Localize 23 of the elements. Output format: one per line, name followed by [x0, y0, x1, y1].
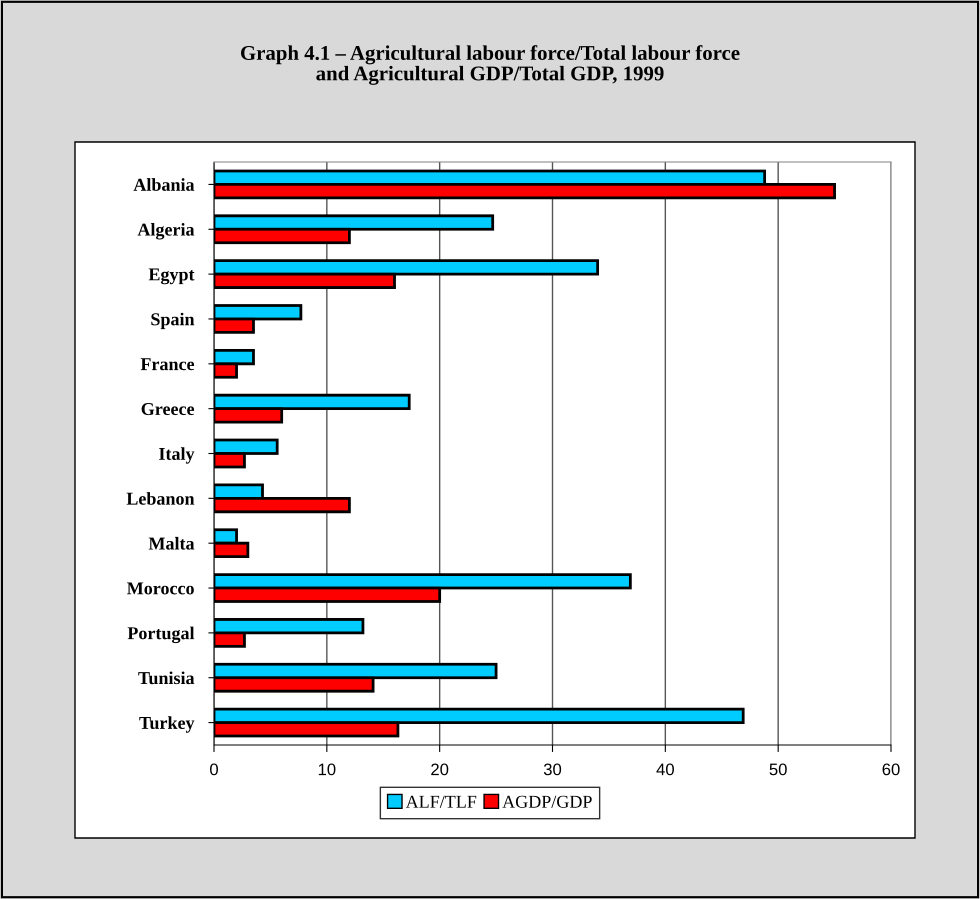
y-tick-label: Italy	[159, 447, 194, 464]
x-tick-label: 20	[431, 763, 448, 776]
y-tick-label: Algeria	[138, 223, 194, 240]
y-tick-label: Malta	[148, 536, 194, 550]
x-tick-label: 60	[882, 763, 900, 776]
x-tick-label: 30	[544, 763, 562, 776]
x-tick-label: 40	[656, 763, 674, 776]
y-tick-label: Portugal	[128, 626, 194, 644]
y-tick-label: Tunisia	[138, 671, 194, 684]
x-tick-label: 10	[318, 763, 336, 776]
y-tick-label: France	[140, 358, 194, 370]
x-tick-label: 0	[210, 763, 218, 776]
y-tick-label: Morocco	[127, 582, 194, 594]
legend-label: AGDP/GDP	[502, 796, 592, 808]
y-tick-label: Spain	[151, 312, 194, 330]
y-tick-label: Turkey	[139, 716, 194, 733]
legend-label: ALF/TLF	[406, 796, 476, 808]
y-tick-label: Egypt	[148, 268, 194, 284]
y-tick-label: Albania	[134, 178, 194, 191]
x-tick-label: 50	[770, 763, 787, 776]
y-tick-label: Greece	[142, 402, 194, 416]
y-tick-label: Lebanon	[126, 492, 194, 505]
chart-title: Graph 4.1 – Agricultural labour force/Total labour force and Agricultural GDP/Total GDP, 1999	[240, 45, 740, 85]
